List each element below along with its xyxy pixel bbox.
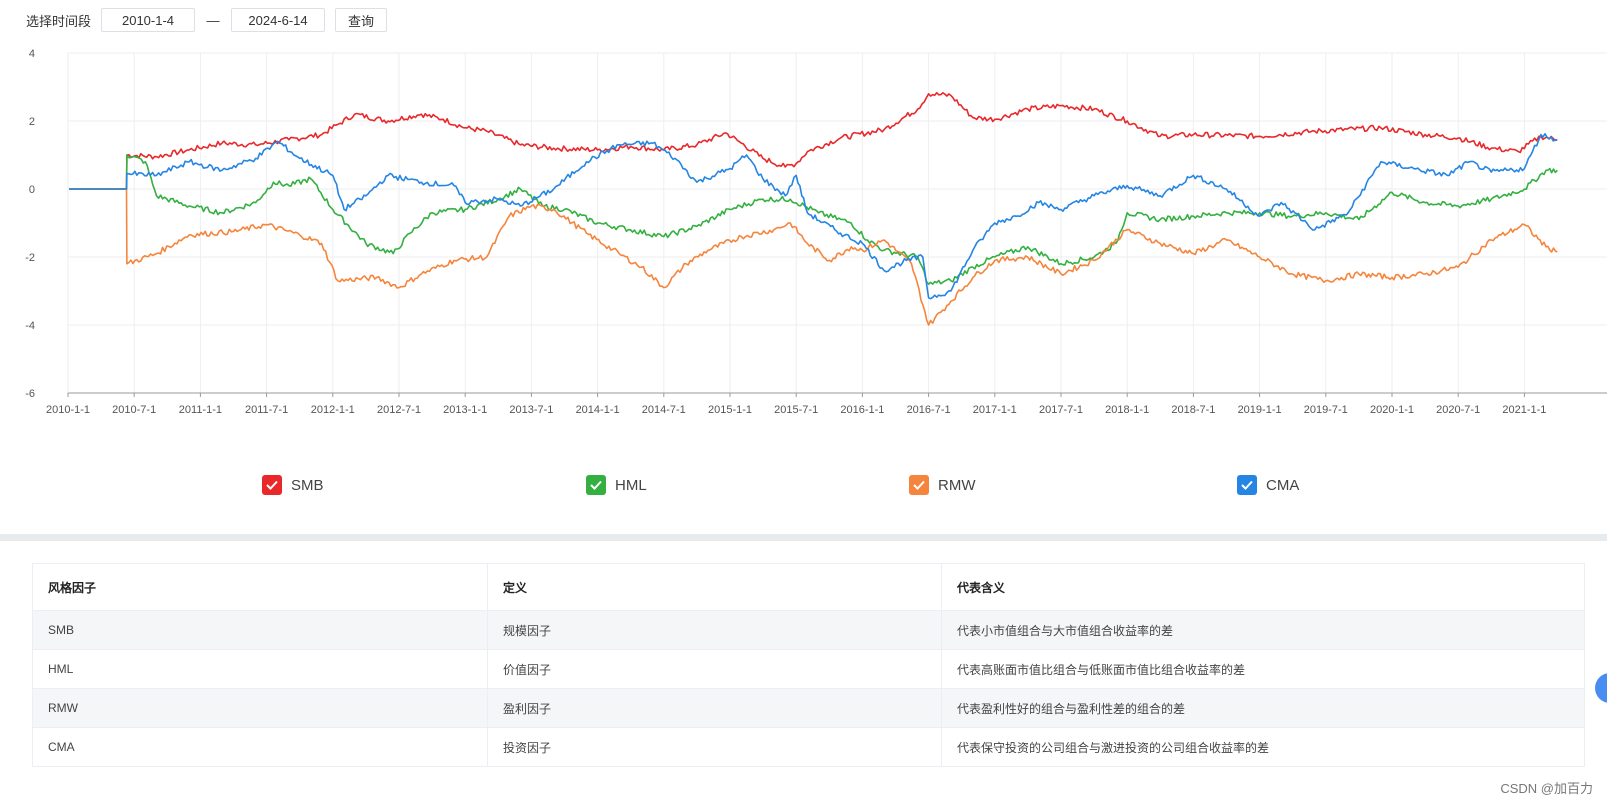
legend-label: RMW <box>938 476 976 494</box>
table-row: HML 价值因子 代表高账面市值比组合与低账面市值比组合收益率的差 <box>32 649 1585 689</box>
factor-line-chart: 4 2 0 -2 -4 -6 2010-1-1 2010-7-1 2011-1-1 2011-7-… <box>25 48 1607 416</box>
date-range-label: 选择时间段 <box>26 13 92 29</box>
table-cell: HML <box>32 649 488 689</box>
checkbox-checked-icon <box>586 475 606 495</box>
floating-action-button[interactable] <box>1595 673 1607 703</box>
column-header: 定义 <box>487 563 942 611</box>
y-tick-label: -2 <box>25 252 35 264</box>
legend-label: HML <box>615 476 647 494</box>
x-tick-label: 2018-1-1 <box>1105 404 1149 416</box>
series-line-hml <box>69 154 1558 285</box>
table-cell: 价值因子 <box>487 649 942 689</box>
x-tick-label: 2012-7-1 <box>377 404 421 416</box>
factor-definition-table: 风格因子 定义 代表含义 SMB 规模因子 代表小市值组合与大市值组合收益率的差… <box>32 563 1585 767</box>
start-date-input[interactable] <box>101 8 196 32</box>
y-tick-label: -6 <box>25 388 35 400</box>
x-tick-label: 2010-7-1 <box>112 404 156 416</box>
x-tick-label: 2014-1-1 <box>576 404 620 416</box>
table-cell: 代表盈利性好的组合与盈利性差的组合的差 <box>941 688 1585 728</box>
legend-item-rmw[interactable]: RMW <box>909 475 976 495</box>
table-cell: CMA <box>32 727 488 767</box>
x-tick-label: 2014-7-1 <box>642 404 686 416</box>
factor-table-panel: 风格因子 定义 代表含义 SMB 规模因子 代表小市值组合与大市值组合收益率的差… <box>0 541 1607 807</box>
x-tick-label: 2012-1-1 <box>311 404 355 416</box>
legend-label: SMB <box>291 476 324 494</box>
x-tick-label: 2011-7-1 <box>245 404 288 416</box>
checkbox-checked-icon <box>262 475 282 495</box>
x-tick-label: 2021-1-1 <box>1502 404 1546 416</box>
x-tick-label: 2020-1-1 <box>1370 404 1414 416</box>
series-line-cma <box>69 133 1558 300</box>
column-header: 代表含义 <box>941 563 1585 611</box>
x-tick-label: 2011-1-1 <box>179 404 222 416</box>
legend-item-hml[interactable]: HML <box>586 475 647 495</box>
x-tick-label: 2017-1-1 <box>973 404 1017 416</box>
date-filter-bar: 选择时间段 — 查询 <box>26 8 388 32</box>
table-cell: 代表高账面市值比组合与低账面市值比组合收益率的差 <box>941 649 1585 689</box>
end-date-input[interactable] <box>231 8 326 32</box>
checkbox-checked-icon <box>909 475 929 495</box>
table-cell: SMB <box>32 610 488 650</box>
x-tick-label: 2015-1-1 <box>708 404 752 416</box>
date-separator: — <box>206 12 220 28</box>
series-line-rmw <box>69 188 1558 326</box>
series-line-smb <box>69 91 1558 190</box>
table-cell: 规模因子 <box>487 610 942 650</box>
y-tick-label: 4 <box>29 48 35 60</box>
y-tick-label: 0 <box>29 184 35 196</box>
table-cell: RMW <box>32 688 488 728</box>
legend-item-cma[interactable]: CMA <box>1237 475 1299 495</box>
table-cell: 代表小市值组合与大市值组合收益率的差 <box>941 610 1585 650</box>
x-tick-label: 2013-1-1 <box>443 404 487 416</box>
watermark: CSDN @加百力 <box>1500 781 1593 796</box>
x-tick-label: 2013-7-1 <box>509 404 553 416</box>
x-tick-label: 2015-7-1 <box>774 404 818 416</box>
x-tick-label: 2019-7-1 <box>1304 404 1348 416</box>
table-header-row: 风格因子 定义 代表含义 <box>32 563 1585 611</box>
x-tick-label: 2019-1-1 <box>1238 404 1282 416</box>
query-button[interactable]: 查询 <box>335 8 388 32</box>
column-header: 风格因子 <box>32 563 488 611</box>
table-cell: 投资因子 <box>487 727 942 767</box>
table-row: SMB 规模因子 代表小市值组合与大市值组合收益率的差 <box>32 610 1585 650</box>
table-row: CMA 投资因子 代表保守投资的公司组合与激进投资的公司组合收益率的差 <box>32 727 1585 767</box>
legend-label: CMA <box>1266 476 1300 494</box>
y-tick-label: -4 <box>25 320 35 332</box>
chart-panel: 选择时间段 — 查询 4 2 0 -2 -4 -6 2010-1-1 2010-7-1 2011… <box>0 0 1607 534</box>
x-tick-label: 2017-7-1 <box>1039 404 1083 416</box>
x-tick-label: 2020-7-1 <box>1436 404 1480 416</box>
x-tick-label: 2016-7-1 <box>907 404 951 416</box>
x-tick-label: 2018-7-1 <box>1171 404 1215 416</box>
legend-item-smb[interactable]: SMB <box>262 475 324 495</box>
x-tick-label: 2010-1-1 <box>46 404 90 416</box>
x-tick-label: 2016-1-1 <box>840 404 884 416</box>
y-tick-label: 2 <box>29 116 35 128</box>
table-cell: 盈利因子 <box>487 688 942 728</box>
table-cell: 代表保守投资的公司组合与激进投资的公司组合收益率的差 <box>941 727 1585 767</box>
checkbox-checked-icon <box>1237 475 1257 495</box>
table-row: RMW 盈利因子 代表盈利性好的组合与盈利性差的组合的差 <box>32 688 1585 728</box>
